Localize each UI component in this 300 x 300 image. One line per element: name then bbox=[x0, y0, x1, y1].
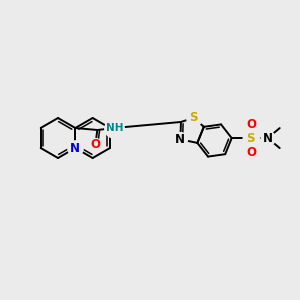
Text: N: N bbox=[70, 142, 80, 154]
Text: O: O bbox=[90, 139, 100, 152]
Text: O: O bbox=[247, 118, 257, 130]
Text: S: S bbox=[190, 111, 198, 124]
Text: NH: NH bbox=[106, 123, 123, 133]
Text: S: S bbox=[247, 132, 255, 145]
Text: O: O bbox=[247, 146, 257, 159]
Text: N: N bbox=[176, 133, 185, 146]
Text: N: N bbox=[263, 132, 273, 145]
